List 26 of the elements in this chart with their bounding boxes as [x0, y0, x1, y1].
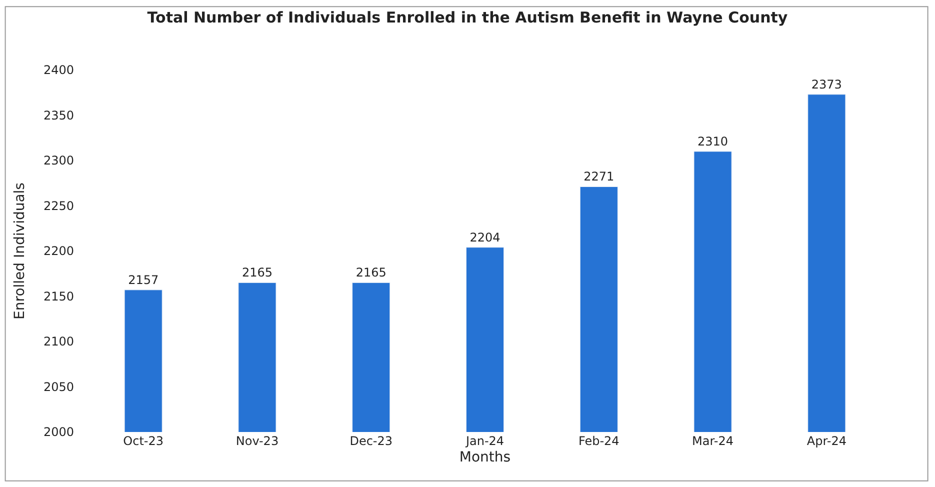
x-tick-label: Mar-24 — [692, 434, 734, 448]
y-axis-title: Enrolled Individuals — [12, 182, 28, 320]
x-tick-label: Jan-24 — [464, 434, 504, 448]
data-label: 2157 — [128, 272, 159, 287]
y-tick-label: 2400 — [43, 63, 74, 78]
y-tick-label: 2350 — [43, 108, 74, 122]
x-tick-label: Apr-24 — [806, 434, 846, 448]
y-tick-label: 2200 — [43, 244, 74, 258]
x-tick-label: Nov-23 — [236, 434, 279, 448]
data-label: 2204 — [470, 230, 500, 244]
x-tick-label: Feb-24 — [578, 434, 620, 448]
data-label: 2165 — [356, 266, 386, 280]
y-tick-label: 2000 — [43, 425, 74, 440]
chart-title: Total Number of Individuals Enrolled in the Autism Benefit in Wayne County — [147, 8, 788, 27]
data-label: 2165 — [242, 266, 272, 280]
y-tick-label: 2150 — [43, 289, 74, 304]
y-tick-label: 2050 — [43, 380, 74, 394]
x-tick-label: Dec-23 — [350, 434, 393, 448]
y-tick-label: 2250 — [43, 198, 74, 213]
y-tick-label: 2100 — [43, 334, 74, 349]
y-tick-label: 2300 — [43, 154, 74, 168]
data-label: 2373 — [811, 77, 842, 92]
data-label: 2271 — [584, 170, 614, 184]
data-label: 2310 — [698, 134, 728, 148]
x-tick-label: Oct-23 — [123, 434, 164, 448]
x-axis-title: Months — [459, 449, 511, 466]
